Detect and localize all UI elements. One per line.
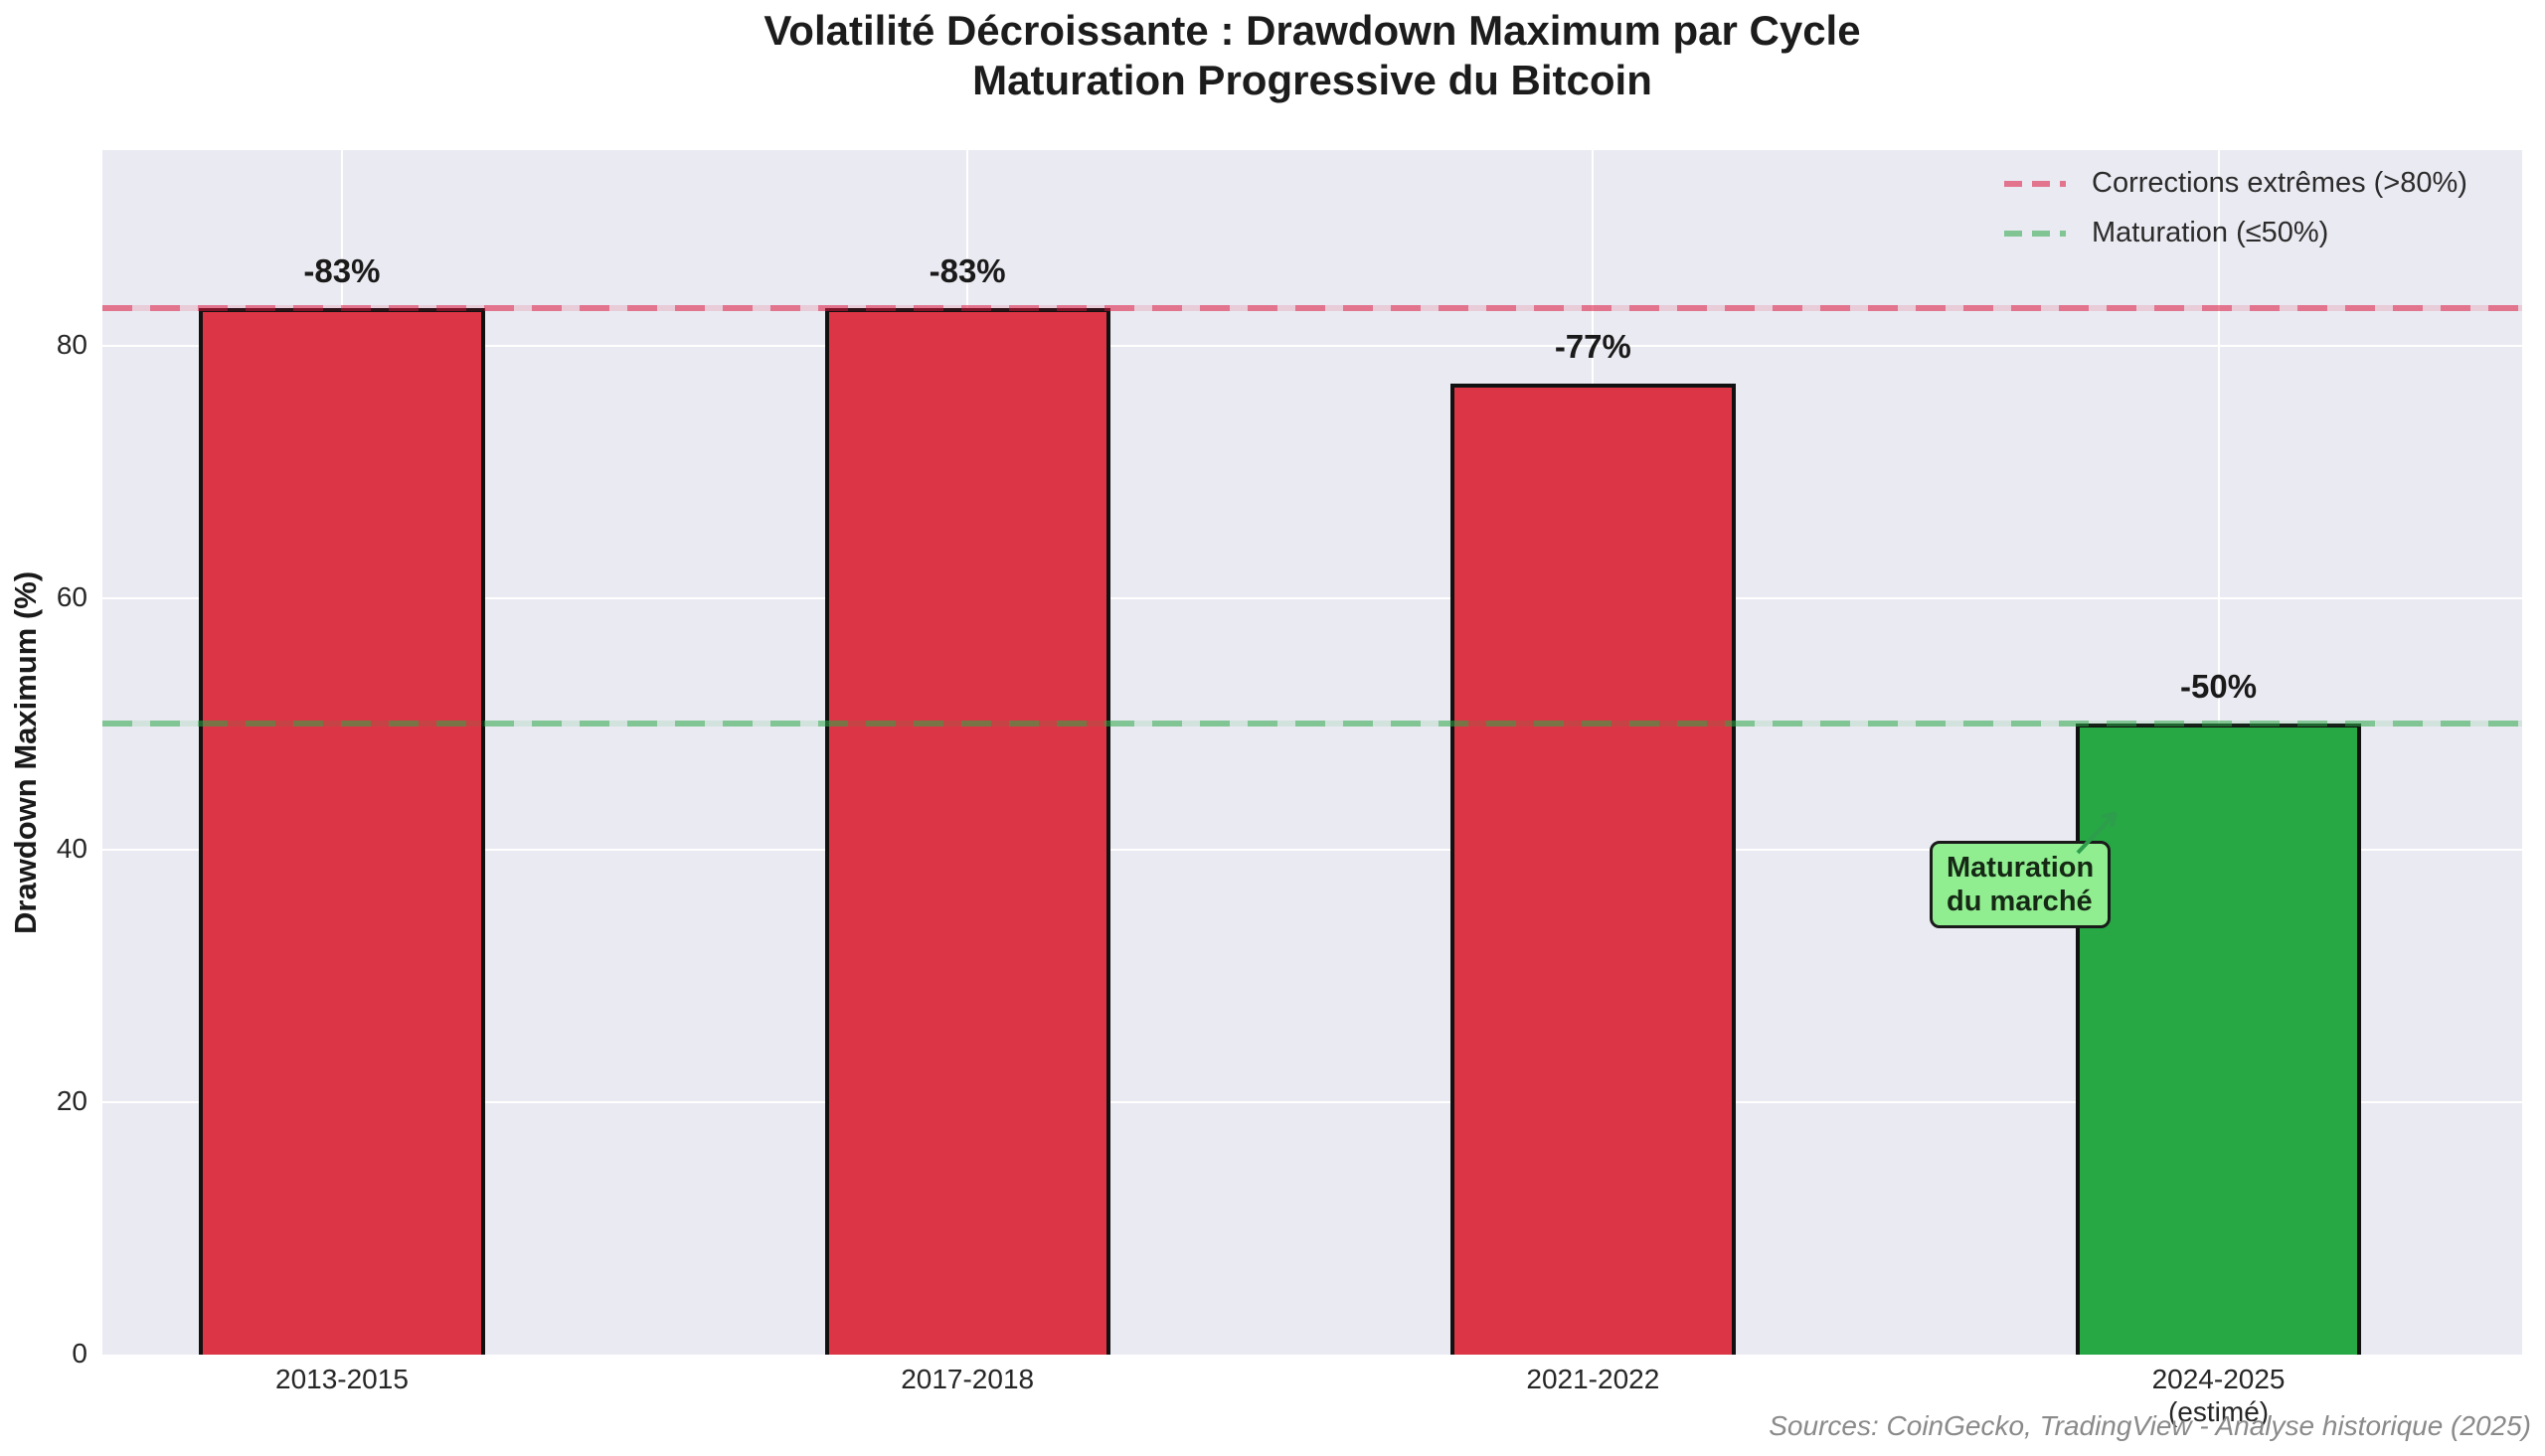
bar-value-label: -77% <box>1554 327 1631 365</box>
bar-2024-2025 <box>2075 724 2362 1355</box>
legend-item: Maturation (≤50%) <box>2004 217 2467 249</box>
annotation-maturation-box: Maturation du marché <box>1930 841 2112 928</box>
plot-area <box>102 150 2522 1355</box>
legend: Corrections extrêmes (>80%) Maturation (≤… <box>2004 167 2467 249</box>
y-tick-label: 0 <box>72 1338 87 1369</box>
legend-dash-icon <box>2004 180 2066 187</box>
y-gridline <box>102 344 2522 347</box>
source-note: Sources: CoinGecko, TradingView - Analys… <box>1769 1410 2531 1441</box>
chart-title: Volatilité Décroissante : Drawdown Maxim… <box>102 6 2522 105</box>
x-tick-label: 2017-2018 <box>901 1364 1035 1394</box>
y-gridline <box>102 1101 2522 1104</box>
legend-label: Maturation (≤50%) <box>2092 217 2329 248</box>
bar-value-label: -83% <box>929 251 1006 289</box>
legend-dash-icon <box>2004 230 2066 237</box>
y-tick-label: 40 <box>56 833 87 865</box>
chart-title-line2: Maturation Progressive du Bitcoin <box>972 57 1652 103</box>
bar-value-label: -83% <box>303 251 381 289</box>
y-gridline <box>102 596 2522 599</box>
y-axis-label: Drawdown Maximum (%) <box>8 570 43 934</box>
legend-label: Corrections extrêmes (>80%) <box>2092 167 2467 199</box>
annotation-line2: du marché <box>1947 886 2093 917</box>
annotation-arrow-icon <box>2076 811 2118 855</box>
y-tick-label: 60 <box>56 580 87 612</box>
threshold-line-50 <box>102 721 2522 728</box>
bar-value-label: -50% <box>2180 668 2258 706</box>
y-tick-label: 20 <box>56 1085 87 1117</box>
annotation-line1: Maturation <box>1947 852 2095 884</box>
bar-2021-2022 <box>1449 383 1736 1355</box>
y-gridline <box>102 849 2522 852</box>
bar-2013-2015 <box>199 307 485 1355</box>
x-tick-label: 2024-2025 (estimé) <box>2151 1364 2286 1427</box>
legend-item: Corrections extrêmes (>80%) <box>2004 167 2467 200</box>
threshold-line-83 <box>102 304 2522 311</box>
x-tick-label: 2013-2015 <box>275 1364 409 1394</box>
x-tick-label: 2021-2022 <box>1526 1364 1660 1394</box>
chart-title-line1: Volatilité Décroissante : Drawdown Maxim… <box>764 7 1861 54</box>
bar-2017-2018 <box>824 307 1110 1355</box>
y-tick-label: 80 <box>56 328 87 360</box>
